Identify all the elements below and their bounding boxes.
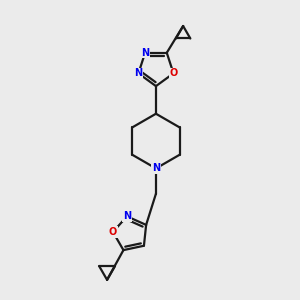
Text: N: N	[123, 212, 131, 221]
Text: O: O	[109, 227, 117, 237]
Text: N: N	[152, 164, 160, 173]
Text: N: N	[141, 48, 149, 58]
Text: O: O	[169, 68, 178, 78]
Text: N: N	[134, 68, 142, 78]
